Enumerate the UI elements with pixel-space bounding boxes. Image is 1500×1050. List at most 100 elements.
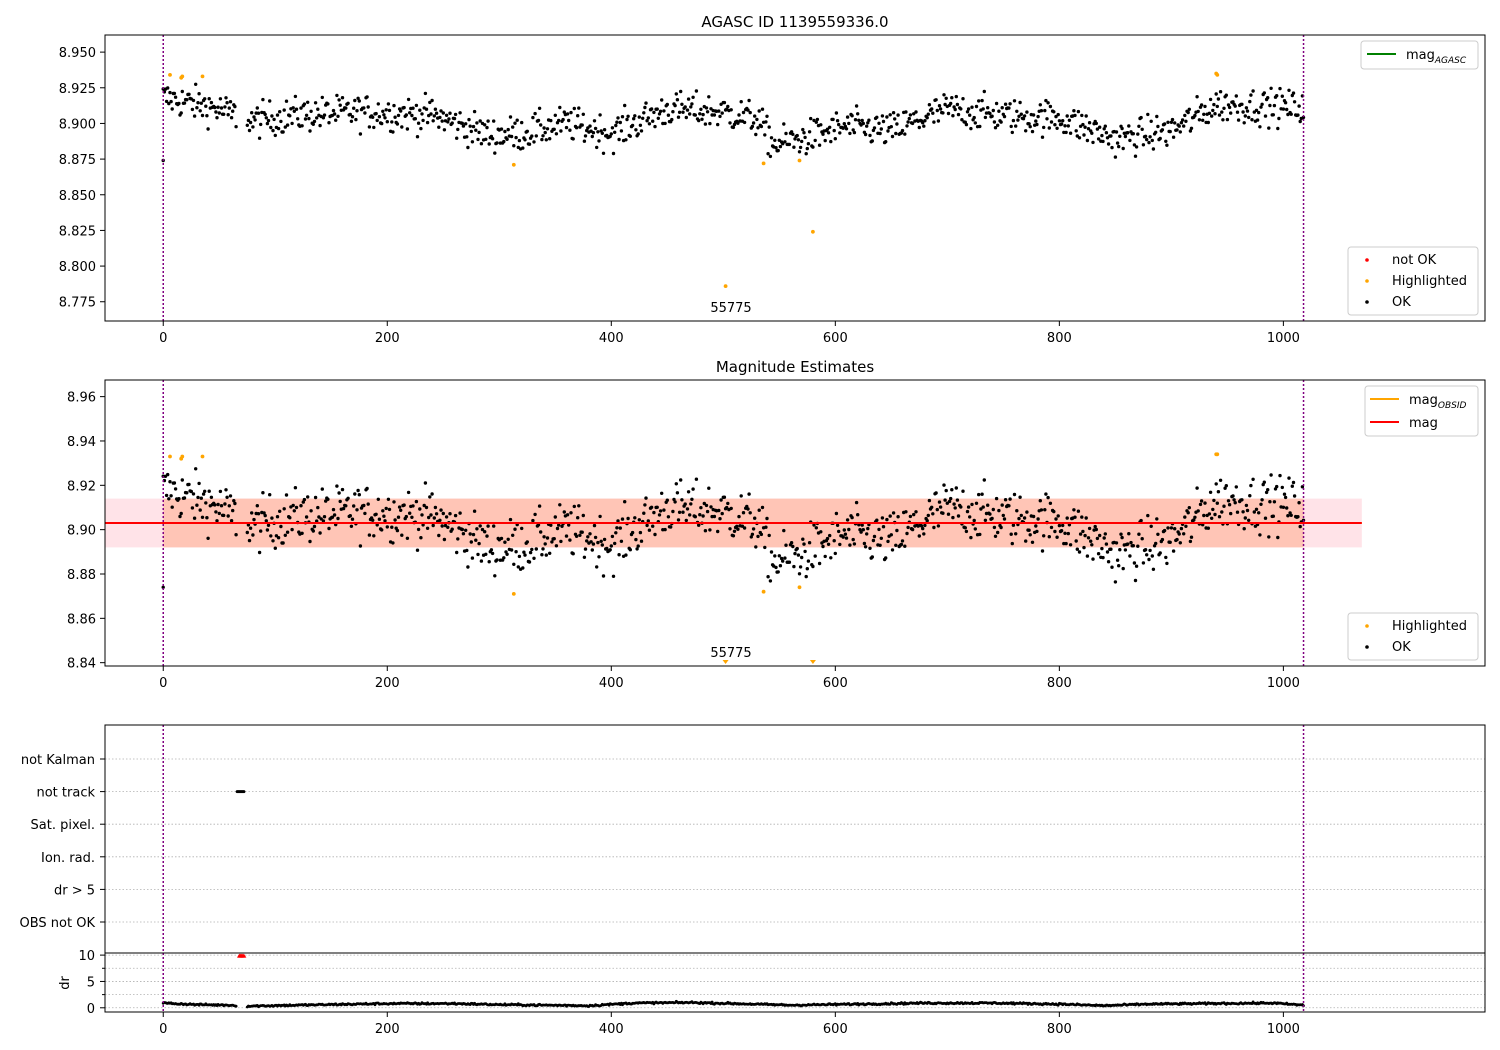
- ok-point: [1229, 111, 1233, 115]
- ok-point: [655, 505, 659, 509]
- agasc-plot-frame: [104, 34, 1486, 322]
- ok-point: [292, 109, 296, 114]
- ok-point: [625, 117, 629, 122]
- ok-point: [1039, 109, 1044, 113]
- ok-point: [476, 137, 480, 142]
- ok-point: [1169, 526, 1174, 530]
- ok-point: [1074, 539, 1078, 543]
- ok-point: [180, 89, 184, 94]
- ok-point: [1055, 126, 1059, 130]
- agasc-ytick-label: 8.800: [59, 260, 96, 275]
- ok-point: [550, 540, 554, 544]
- ok-point: [1182, 124, 1186, 128]
- ok-point: [205, 114, 209, 118]
- ok-point: [487, 142, 491, 146]
- ok-point: [554, 132, 559, 136]
- ok-point: [986, 106, 990, 110]
- ok-point: [1075, 547, 1080, 551]
- ok-point: [671, 509, 675, 514]
- ok-point: [1164, 139, 1168, 143]
- legend-label-mag: mag: [1409, 416, 1438, 431]
- ok-point: [974, 104, 979, 109]
- ok-point: [276, 536, 281, 540]
- ok-point: [444, 515, 449, 519]
- ok-point: [386, 102, 391, 106]
- ok-point: [647, 528, 652, 532]
- ok-point: [616, 116, 620, 120]
- ok-point: [185, 491, 189, 495]
- ok-point: [1028, 125, 1032, 129]
- estimates-axes: 0 200 400 600 800 10008.848.868.888.908.928.9…: [67, 391, 1300, 691]
- ok-point: [805, 567, 809, 571]
- ok-point: [569, 110, 573, 115]
- ok-point: [410, 113, 414, 118]
- ok-point: [1145, 553, 1149, 557]
- ok-point: [268, 493, 272, 497]
- ok-point: [318, 123, 322, 128]
- ok-point: [757, 109, 761, 113]
- ok-point: [982, 89, 986, 94]
- ok-point: [753, 114, 757, 118]
- ok-point: [537, 106, 542, 111]
- ok-point: [717, 109, 721, 113]
- ok-point: [200, 113, 205, 118]
- ok-point: [1258, 533, 1262, 537]
- ok-point: [521, 146, 525, 150]
- ok-point: [199, 101, 203, 105]
- ok-point: [1180, 118, 1185, 122]
- ok-point: [271, 128, 275, 133]
- ok-point: [592, 119, 597, 123]
- ok-point: [1195, 95, 1199, 99]
- ok-point: [431, 119, 435, 123]
- ok-point: [620, 517, 625, 521]
- ok-point: [1039, 508, 1044, 512]
- ok-point: [842, 122, 846, 126]
- ok-point: [191, 492, 196, 496]
- ok-point: [380, 528, 384, 532]
- estimates-xtick-label: 800: [1047, 676, 1072, 691]
- highlighted-point: [797, 585, 802, 590]
- ok-point: [1147, 140, 1151, 145]
- ok-point: [861, 121, 865, 126]
- ok-point: [1019, 112, 1023, 116]
- ok-point: [944, 488, 948, 493]
- agasc-ytick-label: 8.900: [59, 117, 96, 132]
- estimates-obsid-label: 55775: [710, 646, 751, 661]
- estimates-xtick-label: 600: [823, 676, 848, 691]
- ok-point: [1009, 124, 1013, 129]
- estimates-ytick-label: 8.90: [67, 524, 96, 539]
- ok-point: [514, 135, 518, 140]
- ok-point: [1018, 100, 1022, 105]
- ok-point: [1031, 514, 1036, 519]
- ok-point: [371, 518, 375, 522]
- ok-point: [973, 527, 977, 531]
- ok-point: [1248, 494, 1252, 498]
- ok-point: [1268, 500, 1272, 504]
- ok-point: [601, 151, 606, 155]
- ok-point: [1214, 482, 1218, 486]
- ok-point: [1187, 107, 1192, 112]
- ok-point: [541, 547, 545, 551]
- ok-point: [1224, 93, 1229, 97]
- ok-point: [748, 110, 752, 115]
- ok-point: [559, 539, 563, 544]
- offscale-marker: [809, 660, 816, 664]
- ok-point: [549, 523, 553, 527]
- ok-point: [1235, 510, 1240, 514]
- ok-point: [455, 550, 459, 555]
- ok-point: [1007, 106, 1011, 110]
- ok-point: [685, 507, 690, 511]
- ok-point: [623, 103, 627, 108]
- ok-point: [283, 125, 287, 129]
- ok-point: [1251, 477, 1255, 481]
- ok-point: [1106, 560, 1111, 564]
- ok-point: [281, 541, 285, 545]
- ok-point: [586, 126, 590, 130]
- ok-point: [576, 114, 580, 118]
- ok-point: [812, 523, 816, 527]
- ok-point: [602, 128, 607, 132]
- ok-point: [424, 505, 429, 510]
- ok-point: [574, 534, 579, 538]
- ok-point: [800, 555, 804, 560]
- ok-point: [963, 526, 967, 530]
